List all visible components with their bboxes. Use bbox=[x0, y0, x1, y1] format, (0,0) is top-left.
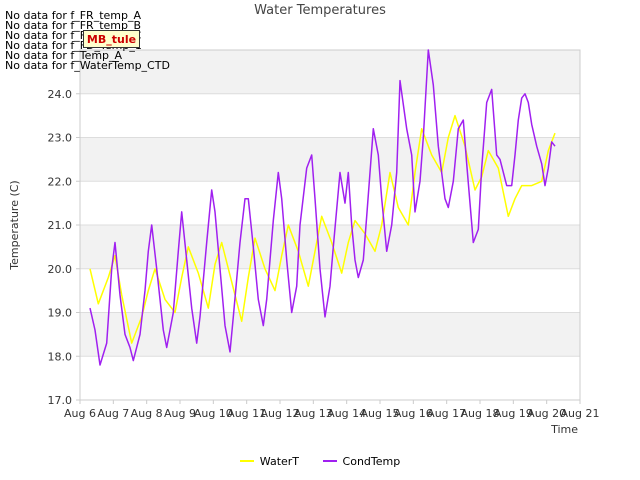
no-data-message: No data for f_WaterTemp_CTD bbox=[5, 59, 170, 72]
legend-item-watert[interactable]: WaterT bbox=[239, 454, 300, 468]
x-tick-label: Aug 16 bbox=[394, 407, 433, 420]
y-tick-label: 22.0 bbox=[48, 175, 73, 188]
no-data-message: No data for f_FR_temp_B bbox=[5, 19, 142, 32]
x-tick-label: Aug 17 bbox=[427, 407, 466, 420]
x-tick-label: Aug 21 bbox=[561, 407, 600, 420]
site-badge: MB_tule bbox=[83, 30, 140, 48]
x-tick-label: Aug 14 bbox=[327, 407, 366, 420]
x-tick-label: Aug 8 bbox=[131, 407, 163, 420]
grid-band bbox=[80, 50, 580, 94]
x-tick-label: Aug 11 bbox=[227, 407, 266, 420]
y-tick-label: 18.0 bbox=[48, 350, 73, 363]
plot-frame bbox=[79, 49, 581, 401]
x-tick-label: Aug 6 bbox=[64, 407, 96, 420]
grid-band bbox=[80, 137, 580, 182]
grid-band bbox=[80, 225, 580, 269]
legend-label-watert: WaterT bbox=[259, 454, 300, 468]
series-line-condtemp bbox=[89, 49, 556, 366]
x-axis-label: Time bbox=[550, 423, 578, 436]
legend-swatch-watert bbox=[239, 460, 254, 462]
x-tick-label: Aug 13 bbox=[294, 407, 333, 420]
legend-swatch-condtemp bbox=[322, 460, 337, 462]
x-tick-label: Aug 7 bbox=[97, 407, 129, 420]
y-tick-label: 19.0 bbox=[48, 307, 73, 320]
y-tick-label: 24.0 bbox=[48, 88, 73, 101]
y-tick-label: 20.0 bbox=[48, 263, 73, 276]
no-data-message: No data for f_FR_temp_A bbox=[5, 9, 141, 22]
x-tick-label: Aug 9 bbox=[164, 407, 196, 420]
y-axis-label: Temperature (C) bbox=[8, 180, 21, 270]
legend: WaterT CondTemp bbox=[0, 452, 640, 468]
y-tick-label: 21.0 bbox=[48, 219, 73, 232]
x-tick-label: Aug 10 bbox=[194, 407, 233, 420]
x-tick-label: Aug 19 bbox=[494, 407, 533, 420]
x-tick-label: Aug 20 bbox=[527, 407, 566, 420]
grid-band bbox=[80, 312, 580, 357]
y-tick-label: 23.0 bbox=[48, 132, 73, 145]
legend-label-condtemp: CondTemp bbox=[342, 454, 401, 468]
x-tick-label: Aug 15 bbox=[361, 407, 400, 420]
no-data-message: No data for f_Temp_A bbox=[5, 49, 123, 62]
chart-title: Water Temperatures bbox=[254, 3, 386, 18]
legend-item-condtemp[interactable]: CondTemp bbox=[322, 454, 401, 468]
no-data-message: No data for f_FR_temp_C bbox=[5, 29, 142, 42]
x-tick-label: Aug 18 bbox=[461, 407, 500, 420]
series-line-watert bbox=[89, 114, 556, 344]
x-tick-label: Aug 12 bbox=[261, 407, 300, 420]
no-data-message: No data for f_FD_Temp_1 bbox=[5, 39, 142, 52]
y-tick-label: 17.0 bbox=[48, 394, 73, 407]
